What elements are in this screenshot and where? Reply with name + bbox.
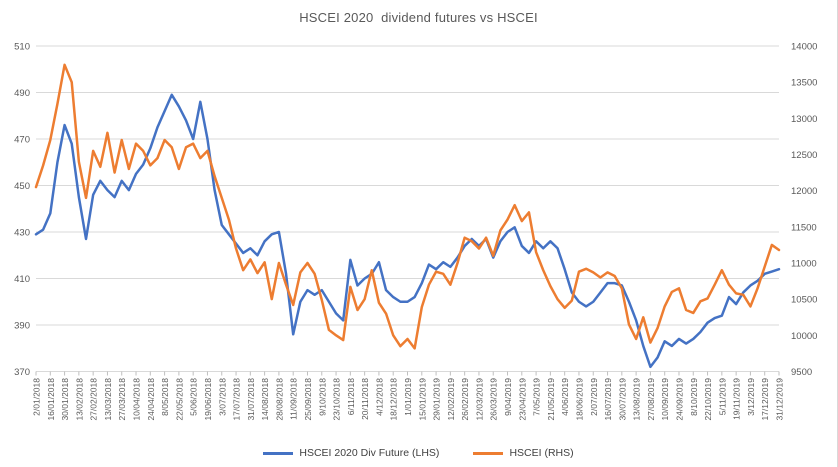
y-axis-label-left: 390 <box>14 321 30 332</box>
x-axis-label: 26/02/2019 <box>460 378 470 421</box>
x-axis-label: 23/04/2019 <box>517 378 527 421</box>
x-axis-label: 5/11/2019 <box>717 378 727 415</box>
x-axis-label: 25/09/2018 <box>303 378 313 421</box>
x-axis-label: 4/06/2019 <box>560 378 570 416</box>
x-axis-label: 11/09/2018 <box>289 378 299 420</box>
y-axis-label-right: 10000 <box>791 331 817 342</box>
y-axis-label-left: 430 <box>14 228 30 239</box>
y-axis-label-left: 370 <box>14 367 30 378</box>
x-axis-label: 5/06/2018 <box>189 378 199 416</box>
x-axis-label: 30/07/2019 <box>617 378 627 421</box>
x-axis-label: 24/09/2019 <box>674 378 684 421</box>
y-axis-label-right: 12500 <box>791 150 817 161</box>
y-axis-label-right: 13500 <box>791 78 817 89</box>
x-axis-label: 18/12/2018 <box>389 378 399 421</box>
x-axis-label: 3/12/2019 <box>746 378 756 416</box>
x-axis-label: 29/01/2019 <box>432 378 442 421</box>
y-axis-label-right: 11500 <box>791 222 817 233</box>
x-axis-label: 23/10/2018 <box>332 378 342 421</box>
legend-label: HSCEI 2020 Div Future (LHS) <box>299 447 440 459</box>
x-axis-label: 12/03/2019 <box>474 378 484 421</box>
x-axis-label: 31/12/2019 <box>775 378 785 421</box>
x-axis-label: 30/01/2018 <box>60 378 70 421</box>
x-axis-label: 24/04/2018 <box>146 378 156 421</box>
x-axis-label: 9/10/2018 <box>317 378 327 416</box>
x-axis-label: 27/02/2018 <box>89 378 99 421</box>
y-axis-label-left: 510 <box>14 42 30 53</box>
y-axis-label-right: 9500 <box>791 367 812 378</box>
x-axis-label: 14/08/2018 <box>260 378 270 421</box>
x-axis-label: 16/07/2019 <box>603 378 613 421</box>
x-axis-label: 27/03/2018 <box>117 378 127 421</box>
legend-line-sample-orange <box>473 451 504 455</box>
x-axis-label: 10/09/2019 <box>660 378 670 421</box>
x-axis-label: 27/08/2019 <box>646 378 656 421</box>
x-axis-label: 22/10/2019 <box>703 378 713 421</box>
x-axis-label: 13/02/2018 <box>74 378 84 421</box>
x-axis-label: 21/05/2019 <box>546 378 556 421</box>
chart-title: HSCEI 2020 dividend futures vs HSCEI <box>299 10 538 25</box>
chart-legend: HSCEI 2020 Div Future (LHS) HSCEI (RHS) <box>0 447 837 459</box>
x-axis-label: 15/01/2019 <box>417 378 427 421</box>
legend-line-sample-blue <box>263 451 294 455</box>
y-axis-label-right: 12000 <box>791 186 817 197</box>
x-axis-label: 12/02/2019 <box>446 378 456 421</box>
x-axis-label: 26/03/2019 <box>489 378 499 421</box>
x-axis-label: 22/05/2018 <box>174 378 184 421</box>
x-axis-label: 17/12/2019 <box>760 378 770 421</box>
x-axis-label: 13/08/2019 <box>632 378 642 421</box>
y-axis-label-left: 450 <box>14 181 30 192</box>
x-axis-label: 17/07/2018 <box>232 378 242 421</box>
x-axis-label: 18/06/2019 <box>574 378 584 421</box>
x-axis-label: 2/07/2019 <box>589 378 599 416</box>
y-axis-label-right: 13000 <box>791 114 817 125</box>
y-axis-label-right: 10500 <box>791 295 817 306</box>
legend-item-hscei: HSCEI (RHS) <box>473 447 574 459</box>
x-axis-label: 7/05/2019 <box>532 378 542 416</box>
x-axis-label: 2/01/2018 <box>32 378 42 416</box>
y-axis-label-right: 14000 <box>791 42 817 53</box>
x-axis-label: 20/11/2018 <box>360 378 370 420</box>
series-line-hscei-div-future <box>34 93 781 369</box>
x-axis-label: 6/11/2018 <box>346 378 356 415</box>
x-axis-label: 13/03/2018 <box>103 378 113 421</box>
x-axis-label: 8/05/2018 <box>160 378 170 416</box>
y-axis-label-left: 470 <box>14 135 30 146</box>
x-axis-label: 10/04/2018 <box>132 378 142 421</box>
x-axis-label: 19/06/2018 <box>203 378 213 421</box>
x-axis-label: 28/08/2018 <box>274 378 284 421</box>
x-axis-label: 9/04/2019 <box>503 378 513 416</box>
x-axis-label: 8/10/2019 <box>689 378 699 416</box>
y-axis-label-left: 490 <box>14 88 30 99</box>
x-axis-label: 16/01/2018 <box>46 378 56 421</box>
series-line-hscei <box>34 63 781 350</box>
x-axis-label: 3/07/2018 <box>217 378 227 416</box>
x-axis-label: 19/11/2019 <box>732 378 742 420</box>
legend-item-div-future: HSCEI 2020 Div Future (LHS) <box>263 447 439 459</box>
y-axis-label-left: 410 <box>14 274 30 285</box>
y-axis-label-right: 11000 <box>791 259 817 270</box>
x-axis-label: 1/01/2019 <box>403 378 413 416</box>
x-axis-label: 31/07/2018 <box>246 378 256 421</box>
legend-label: HSCEI (RHS) <box>509 447 574 459</box>
x-axis-label: 4/12/2018 <box>374 378 384 416</box>
